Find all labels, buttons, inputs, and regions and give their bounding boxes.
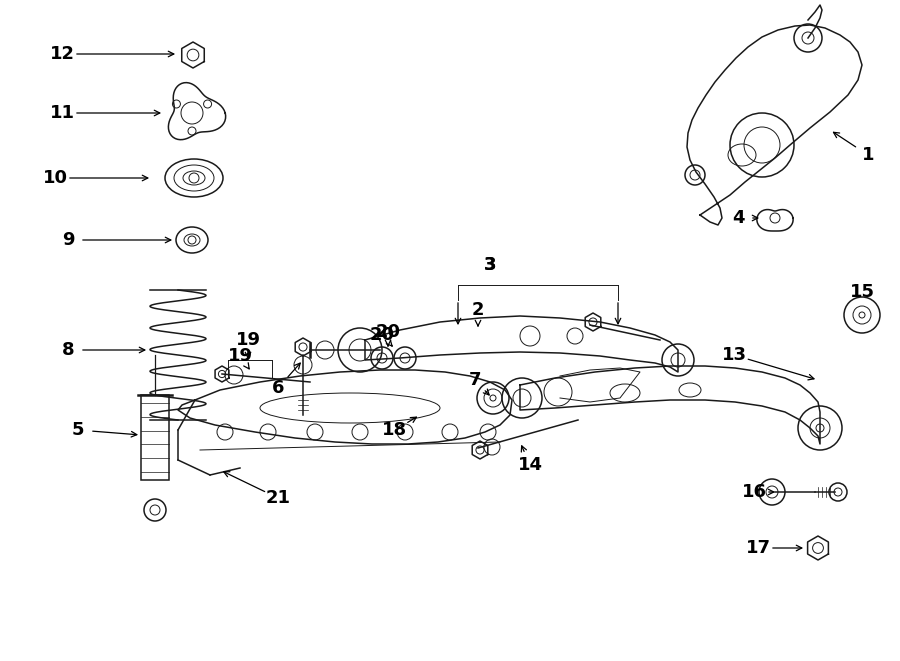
Bar [141,395,169,480]
Text: 3: 3 [484,256,496,274]
Text: 13: 13 [722,346,746,364]
Text: 9: 9 [62,231,74,249]
Text: 16: 16 [742,483,767,501]
Text: 5: 5 [72,421,85,439]
Text: 20: 20 [375,323,401,341]
Text: 15: 15 [850,283,875,301]
Text: 6: 6 [272,379,284,397]
Text: 1: 1 [862,146,874,164]
Text: 21: 21 [266,489,291,507]
Text: 11: 11 [50,104,75,122]
Text: 20: 20 [370,326,394,344]
Text: 17: 17 [745,539,770,557]
Text: 2: 2 [472,301,484,319]
Text: 7: 7 [469,371,482,389]
Text: 19: 19 [228,347,253,365]
Text: 14: 14 [518,456,543,474]
Text: 3: 3 [484,256,496,274]
Text: 12: 12 [50,45,75,63]
Text: 10: 10 [42,169,68,187]
Text: 8: 8 [62,341,75,359]
Text: 18: 18 [382,421,408,439]
Text: 19: 19 [236,331,260,349]
Text: 4: 4 [732,209,744,227]
